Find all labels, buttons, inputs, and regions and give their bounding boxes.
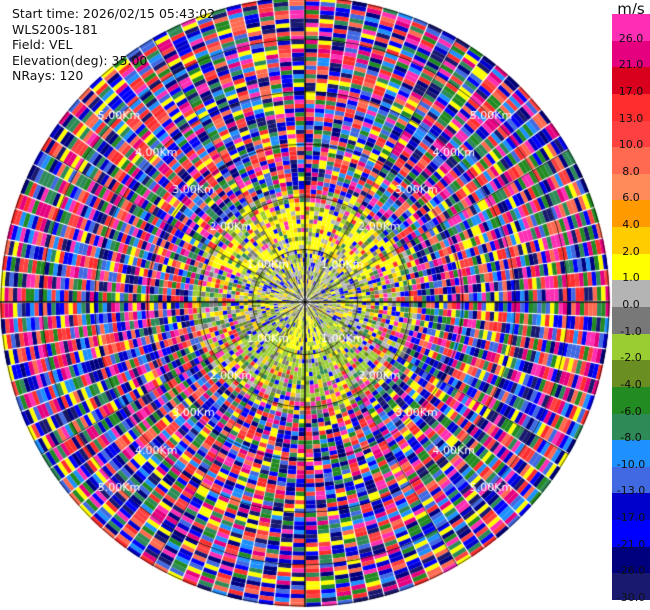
colorbar-tick-label: 10.0: [618, 138, 644, 152]
colorbar-tick-label: -30.0: [616, 591, 646, 604]
colorbar-bin: [612, 466, 650, 494]
colorbar-bin: [612, 120, 650, 148]
colorbar-tick-label: 1.0: [622, 271, 640, 285]
colorbar-tick-label: -17.0: [616, 511, 646, 525]
colorbar-unit: m/s: [617, 0, 645, 18]
colorbar-tick-label: 4.0: [622, 218, 640, 232]
station-label: WLS200s-181: [12, 21, 98, 37]
colorbar-bin: [612, 386, 650, 415]
colorbar-tick-label: 26.0: [618, 31, 644, 45]
elevation-label: Elevation(deg): 35.00: [12, 52, 148, 68]
colorbar-tick-label: -8.0: [620, 431, 642, 445]
colorbar-bin: [612, 440, 650, 468]
colorbar-tick-label: 0.0: [622, 298, 640, 311]
colorbar-tick-label: 21.0: [618, 58, 644, 72]
colorbar-bin: [612, 333, 650, 361]
colorbar-tick-label: 6.0: [622, 191, 640, 205]
colorbar-tick-label: 17.0: [618, 84, 644, 98]
colorbar-bin: [612, 14, 650, 42]
start-time-label: Start time: 2026/02/15 05:43:02: [12, 6, 216, 21]
colorbar-bin: [612, 93, 650, 122]
colorbar-bin: [612, 546, 650, 574]
colorbar-bin: [612, 173, 650, 201]
colorbar-tick-label: -13.0: [616, 484, 646, 498]
field-label: Field: VEL: [12, 37, 73, 52]
colorbar-bin: [612, 67, 650, 95]
scan-info: Start time: 2026/02/15 05:43:02 WLS200s-…: [12, 6, 215, 84]
colorbar-bin: [612, 227, 650, 255]
colorbar-bin: [612, 200, 650, 228]
colorbar-tick-label: 2.0: [622, 244, 640, 258]
colorbar-tick-label: 13.0: [618, 111, 644, 125]
colorbar-bin: [612, 360, 650, 388]
colorbar-tick-label: -26.0: [616, 564, 646, 578]
colorbar-tick-label: -10.0: [616, 457, 646, 471]
colorbar-tick-label: 8.0: [622, 164, 640, 178]
colorbar-bin: [612, 520, 650, 548]
colorbar-bin: [612, 147, 650, 175]
colorbar-tick-label: -4.0: [620, 377, 642, 391]
colorbar-bin: [612, 307, 650, 335]
colorbar-tick-label: -21.0: [616, 537, 646, 551]
colorbar-bin: [612, 40, 650, 68]
colorbar-bin: [612, 253, 650, 281]
colorbar-tick-label: -1.0: [620, 324, 642, 338]
nrays-label: NRays: 120: [12, 68, 84, 83]
colorbar-bin: [612, 493, 650, 521]
colorbar-bin: [612, 413, 650, 441]
colorbar-bin: [612, 573, 650, 601]
colorbar-bin: [612, 280, 650, 308]
colorbar-tick-label: -6.0: [620, 404, 642, 418]
colorbar-tick-label: -2.0: [620, 351, 642, 365]
